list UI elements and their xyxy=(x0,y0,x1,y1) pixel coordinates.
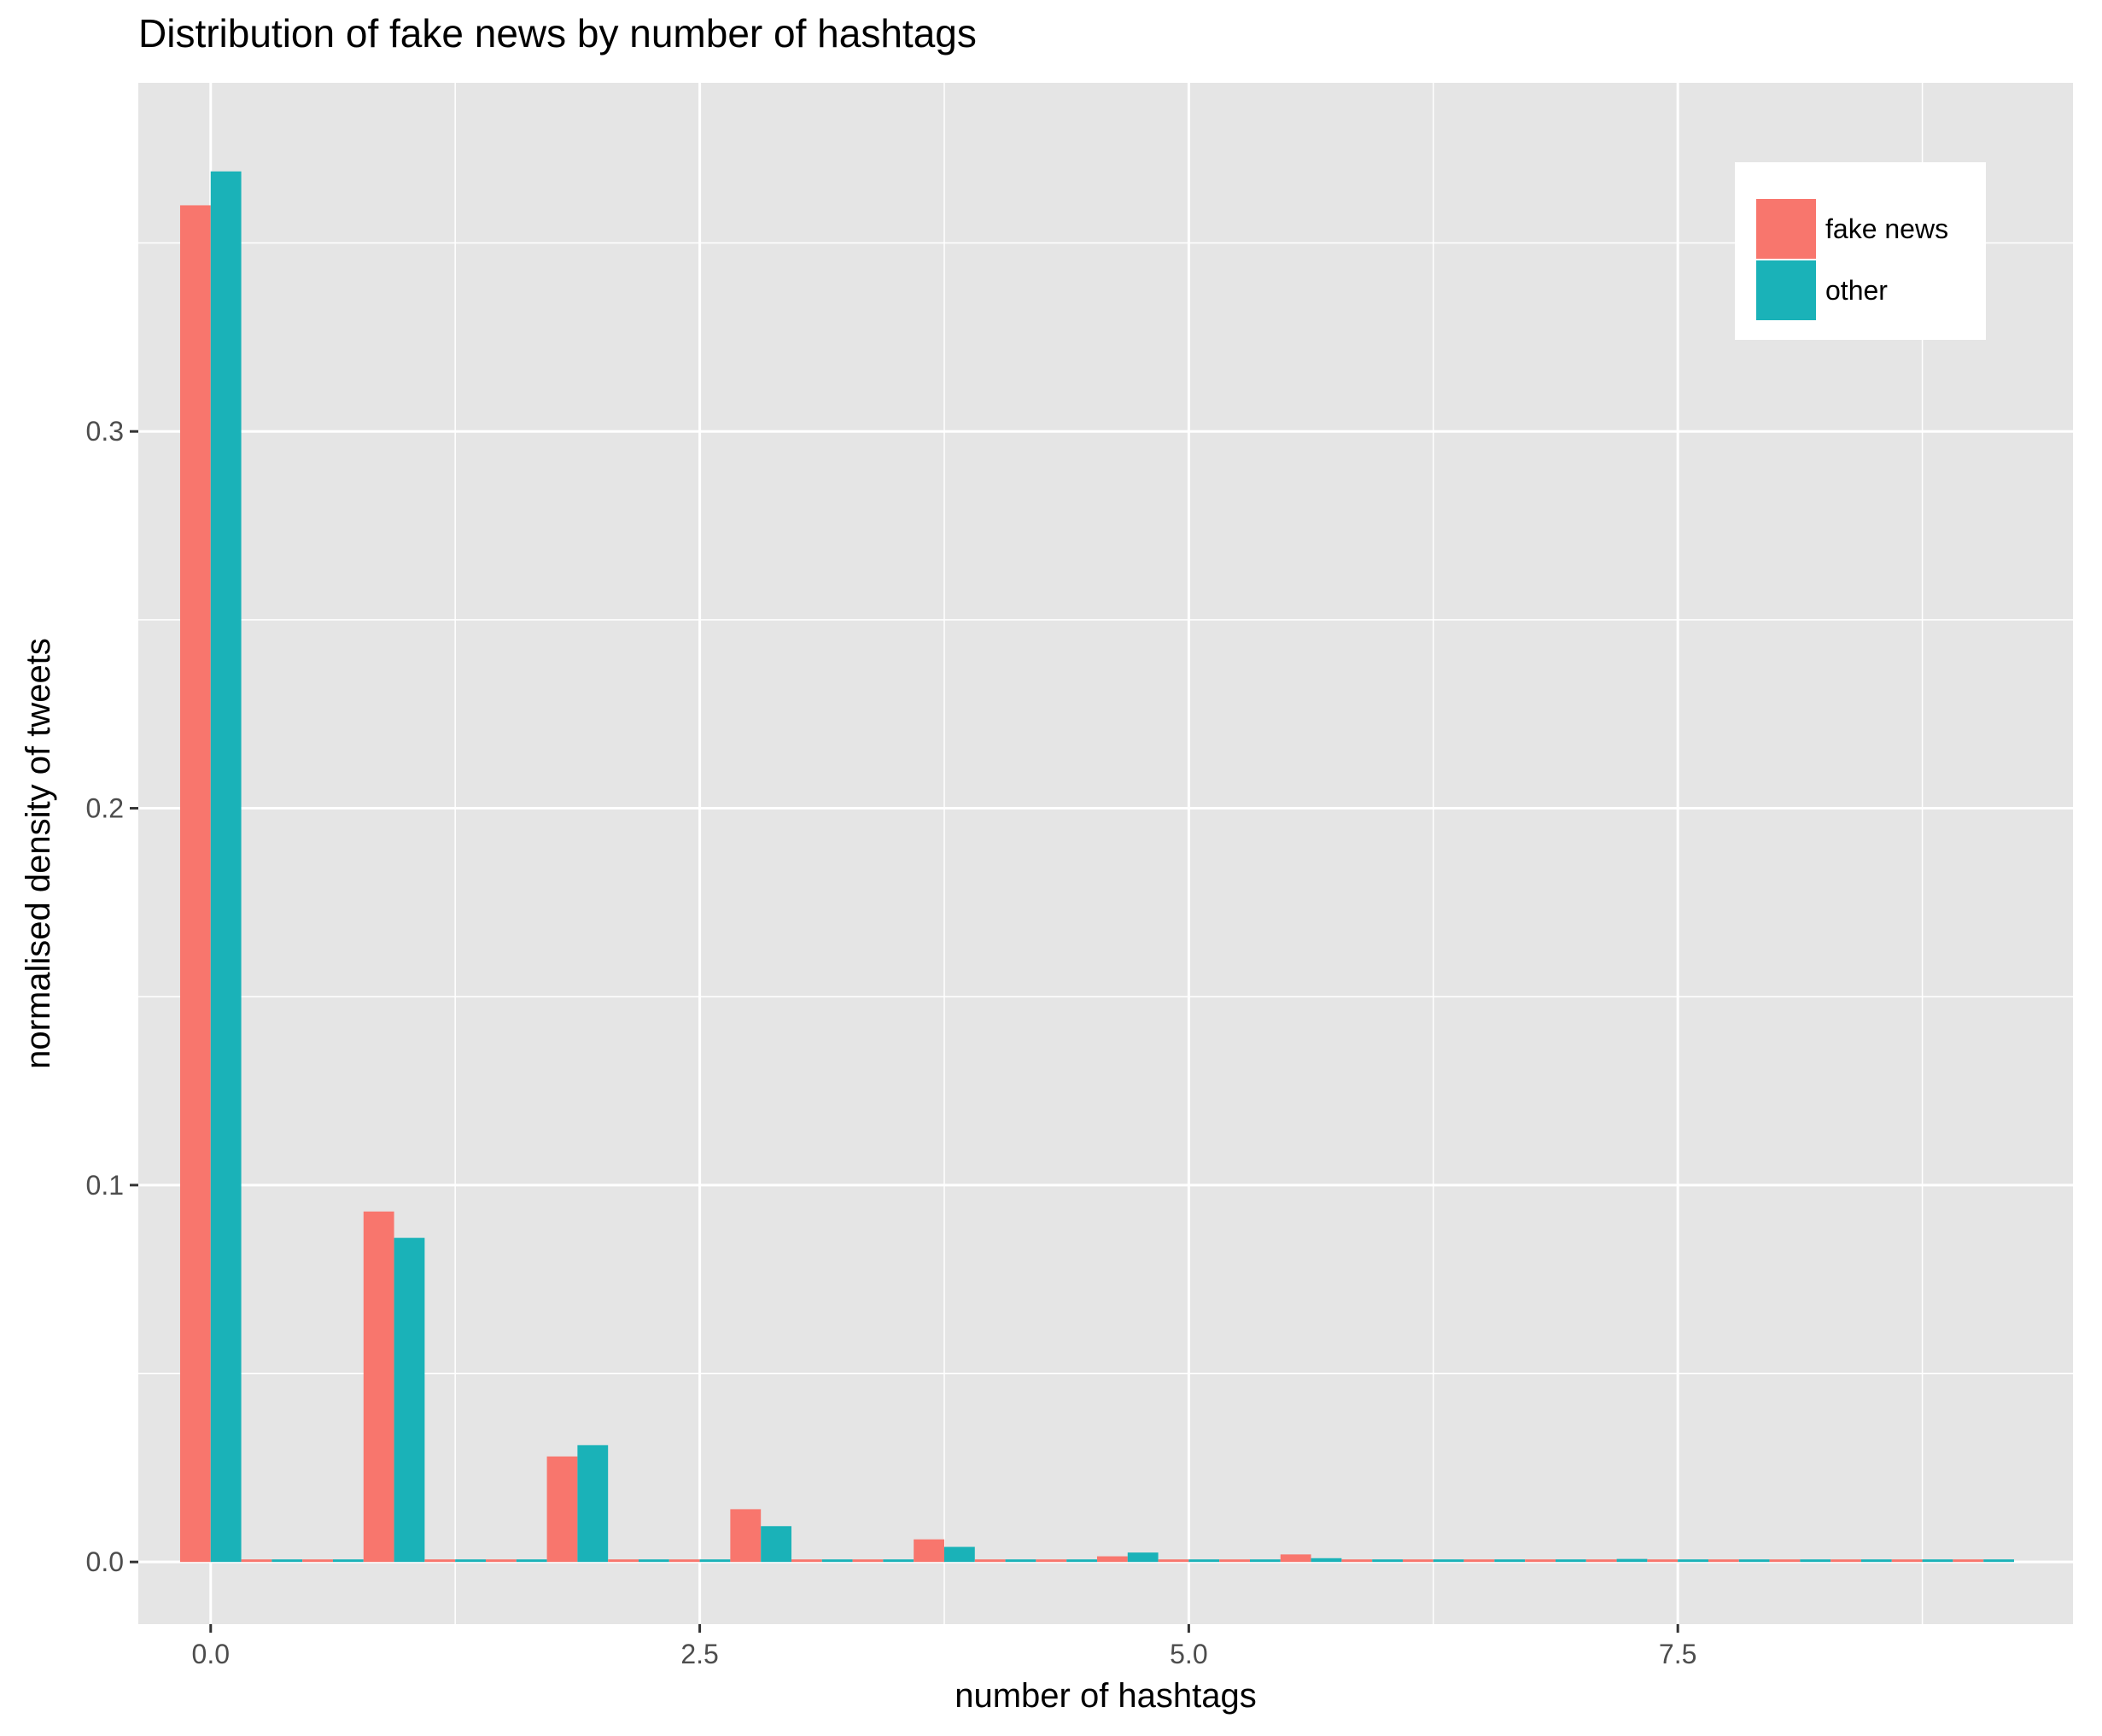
bar-other-2 xyxy=(332,1559,364,1563)
chart-title: Distribution of fake news by number of h… xyxy=(138,11,977,56)
legend-key-fake-news xyxy=(1755,197,1818,260)
bar-other-16 xyxy=(1188,1559,1220,1563)
bar-other-26 xyxy=(1800,1559,1831,1563)
bar-fake-news-15 xyxy=(1096,1556,1128,1563)
bar-fake-news-7 xyxy=(608,1559,639,1563)
x-axis-title: number of hashtags xyxy=(955,1677,1257,1715)
bar-other-20 xyxy=(1433,1559,1464,1563)
bar-other-7 xyxy=(638,1559,669,1563)
y-tick-label: 0.0 xyxy=(86,1546,124,1577)
bar-other-14 xyxy=(1066,1559,1097,1563)
bar-other-3 xyxy=(394,1237,425,1563)
bar-fake-news-4 xyxy=(424,1559,456,1563)
legend: fake news other xyxy=(1735,162,1986,340)
bar-fake-news-21 xyxy=(1463,1559,1495,1563)
bar-fake-news-22 xyxy=(1525,1559,1556,1563)
bar-other-8 xyxy=(699,1559,731,1563)
bar-fake-news-14 xyxy=(1036,1559,1067,1563)
bar-fake-news-9 xyxy=(730,1509,762,1563)
bar-other-27 xyxy=(1860,1559,1892,1563)
x-tick-label: 5.0 xyxy=(1170,1639,1207,1669)
bar-fake-news-0 xyxy=(179,205,211,1563)
bar-other-21 xyxy=(1494,1559,1526,1563)
bar-fake-news-28 xyxy=(1891,1559,1923,1563)
bar-fake-news-23 xyxy=(1585,1559,1617,1563)
bar-other-17 xyxy=(1249,1559,1281,1563)
bar-other-10 xyxy=(821,1559,853,1563)
bar-other-0 xyxy=(210,171,242,1563)
bar-other-29 xyxy=(1983,1559,2014,1563)
bar-other-24 xyxy=(1678,1559,1708,1563)
bar-other-15 xyxy=(1127,1552,1159,1563)
bar-fake-news-24 xyxy=(1647,1559,1679,1563)
bar-other-23 xyxy=(1616,1558,1648,1563)
y-tick-label: 0.2 xyxy=(86,793,124,824)
legend-label-fake-news: fake news xyxy=(1825,213,1948,244)
bar-fake-news-25 xyxy=(1708,1559,1739,1563)
bar-other-13 xyxy=(1005,1559,1036,1563)
bar-fake-news-6 xyxy=(546,1456,578,1563)
bar-fake-news-12 xyxy=(914,1539,944,1563)
bar-other-12 xyxy=(943,1546,975,1563)
bar-fake-news-3 xyxy=(363,1211,394,1563)
bar-other-9 xyxy=(761,1526,791,1563)
y-axis-title: normalised density of tweets xyxy=(20,638,57,1069)
bar-fake-news-17 xyxy=(1219,1559,1250,1563)
x-tick-label: 2.5 xyxy=(680,1639,718,1669)
bar-other-11 xyxy=(883,1559,914,1563)
bar-fake-news-26 xyxy=(1769,1559,1801,1563)
y-axis: 0.0 0.1 0.2 0.3 xyxy=(86,416,138,1577)
bar-fake-news-18 xyxy=(1280,1554,1311,1563)
bar-fake-news-16 xyxy=(1158,1559,1189,1563)
legend-label-other: other xyxy=(1825,275,1888,306)
x-tick-label: 7.5 xyxy=(1659,1639,1696,1669)
bar-fake-news-29 xyxy=(1953,1559,1984,1563)
bar-other-25 xyxy=(1738,1559,1770,1563)
bar-other-6 xyxy=(577,1445,609,1563)
bar-other-28 xyxy=(1922,1559,1953,1563)
y-tick-label: 0.3 xyxy=(86,416,124,447)
bar-fake-news-27 xyxy=(1830,1559,1861,1563)
x-tick-label: 0.0 xyxy=(192,1639,230,1669)
bar-fake-news-13 xyxy=(974,1559,1006,1563)
bar-fake-news-2 xyxy=(302,1559,333,1563)
bar-fake-news-19 xyxy=(1341,1559,1373,1563)
bar-other-19 xyxy=(1372,1559,1403,1563)
bar-other-1 xyxy=(272,1559,303,1563)
bar-fake-news-20 xyxy=(1402,1559,1433,1563)
bar-other-5 xyxy=(516,1559,547,1563)
bar-fake-news-10 xyxy=(791,1559,822,1563)
x-axis: 0.0 2.5 5.0 7.5 xyxy=(192,1624,1696,1669)
bars xyxy=(179,171,2014,1563)
bar-fake-news-5 xyxy=(485,1559,517,1563)
bar-fake-news-8 xyxy=(669,1559,700,1563)
bar-other-22 xyxy=(1555,1559,1586,1563)
bar-other-18 xyxy=(1311,1558,1342,1563)
bar-fake-news-1 xyxy=(241,1559,272,1563)
y-tick-label: 0.1 xyxy=(86,1170,124,1201)
bar-fake-news-11 xyxy=(852,1559,884,1563)
legend-key-other xyxy=(1755,259,1818,322)
bar-other-4 xyxy=(455,1559,486,1563)
